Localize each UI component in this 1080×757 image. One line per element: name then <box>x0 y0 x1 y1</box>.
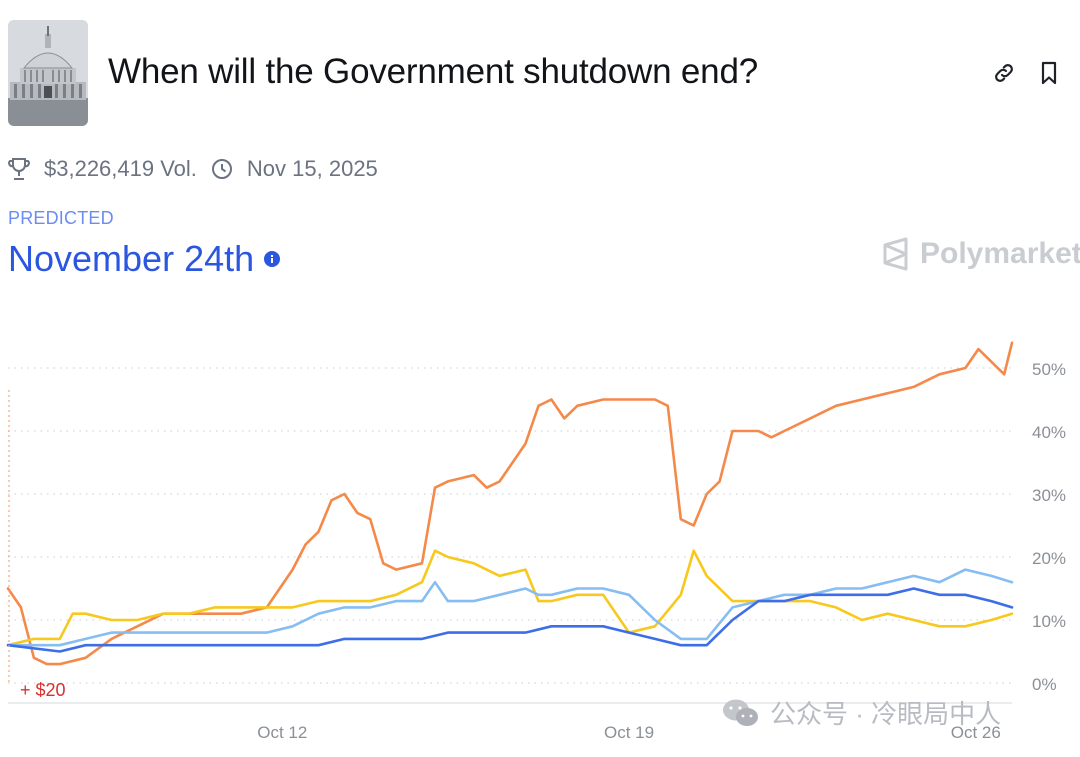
polymarket-logo-icon <box>882 236 910 272</box>
bookmark-icon[interactable] <box>1035 58 1063 88</box>
predicted-label: PREDICTED <box>8 208 114 228</box>
link-icon[interactable] <box>990 58 1018 88</box>
x-tick-label: Oct 12 <box>257 723 307 742</box>
series-line <box>6 587 1014 653</box>
trade-annotation: + $20 <box>20 680 66 700</box>
capitol-building-image <box>8 20 88 126</box>
market-title: When will the Government shutdown end? <box>108 52 758 91</box>
end-date-text: Nov 15, 2025 <box>246 156 378 181</box>
x-tick-label: Oct 19 <box>604 723 654 742</box>
polymarket-brand: Polymarket <box>882 236 1080 272</box>
brand-name: Polymarket <box>920 237 1080 270</box>
volume-text: $3,226,419 Vol. <box>44 156 197 181</box>
watermark-text: 公众号 · 冷眼局中人 <box>770 699 1002 729</box>
watermark: 公众号 · 冷眼局中人 <box>722 694 1001 731</box>
info-icon[interactable] <box>264 251 281 267</box>
clock-icon <box>211 158 233 180</box>
market-meta: $3,226,419 Vol. Nov 15, 2025 <box>8 152 378 186</box>
y-tick-label: 0% <box>1032 675 1057 694</box>
market-thumbnail <box>8 20 88 126</box>
y-tick-label: 50% <box>1032 360 1066 379</box>
trophy-icon <box>8 156 30 182</box>
series-line <box>6 341 1014 666</box>
y-tick-label: 30% <box>1032 486 1066 505</box>
y-tick-label: 10% <box>1032 612 1066 631</box>
wechat-icon <box>722 698 760 728</box>
y-tick-label: 40% <box>1032 423 1066 442</box>
y-tick-label: 20% <box>1032 549 1066 568</box>
predicted-outcome: November 24th <box>8 238 281 280</box>
x-tick-label: Oct 26 <box>951 723 1001 742</box>
series-line <box>6 549 1014 647</box>
price-chart: 0% 10% 20% 30% 40% 50% Oct 12 Oct 19 Oct 26 + $20 <box>6 341 1066 742</box>
predicted-outcome-text: November 24th <box>8 238 255 279</box>
series-line <box>6 568 1014 647</box>
